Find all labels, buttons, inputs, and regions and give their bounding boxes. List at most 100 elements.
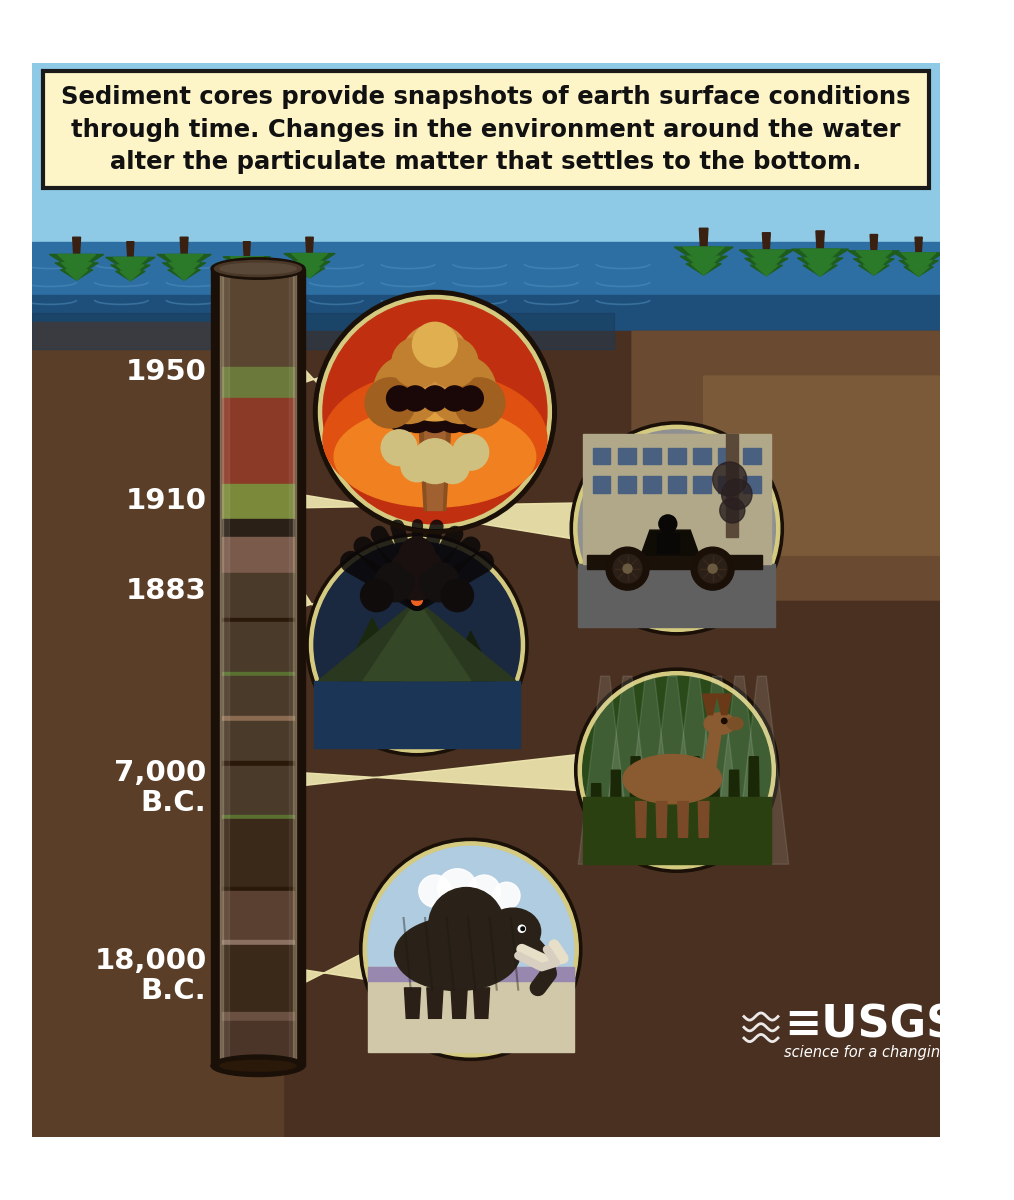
Polygon shape [222, 941, 294, 944]
Polygon shape [578, 676, 632, 864]
Polygon shape [232, 270, 261, 280]
Polygon shape [683, 247, 724, 266]
Polygon shape [755, 265, 778, 276]
Ellipse shape [220, 263, 296, 274]
Circle shape [401, 401, 433, 432]
Polygon shape [668, 676, 722, 864]
Polygon shape [405, 988, 421, 1019]
Polygon shape [856, 251, 891, 268]
Polygon shape [120, 271, 141, 281]
Polygon shape [31, 313, 614, 349]
Polygon shape [643, 448, 661, 464]
Polygon shape [704, 730, 722, 770]
Polygon shape [295, 262, 323, 275]
Circle shape [375, 563, 415, 601]
Polygon shape [870, 234, 877, 251]
Polygon shape [808, 265, 832, 276]
Polygon shape [739, 250, 794, 268]
Polygon shape [904, 260, 933, 274]
Polygon shape [294, 268, 324, 277]
Text: Sediment cores provide snapshots of earth surface conditions
through time. Chang: Sediment cores provide snapshots of eart… [61, 85, 911, 174]
Polygon shape [763, 233, 771, 250]
Polygon shape [73, 238, 80, 254]
Polygon shape [419, 421, 451, 510]
Polygon shape [31, 241, 940, 349]
Polygon shape [894, 253, 943, 269]
Polygon shape [222, 1012, 294, 1021]
Circle shape [450, 401, 483, 432]
Polygon shape [114, 257, 148, 274]
Ellipse shape [659, 515, 676, 533]
Ellipse shape [211, 258, 305, 280]
Polygon shape [578, 564, 776, 626]
Polygon shape [751, 258, 782, 272]
Circle shape [438, 869, 477, 908]
Polygon shape [289, 262, 330, 275]
Polygon shape [692, 264, 716, 275]
Polygon shape [222, 367, 294, 398]
Polygon shape [583, 434, 771, 564]
Polygon shape [127, 241, 134, 257]
Polygon shape [222, 269, 294, 367]
Polygon shape [636, 802, 646, 838]
Circle shape [722, 479, 752, 510]
Circle shape [720, 498, 745, 523]
Circle shape [575, 668, 779, 872]
Polygon shape [726, 434, 738, 538]
Polygon shape [305, 594, 343, 630]
Polygon shape [792, 250, 849, 268]
Circle shape [381, 430, 417, 466]
Polygon shape [31, 62, 940, 269]
Polygon shape [427, 988, 443, 1019]
Polygon shape [643, 476, 661, 492]
Polygon shape [668, 770, 681, 859]
Polygon shape [233, 264, 260, 276]
Polygon shape [169, 263, 200, 277]
Circle shape [419, 875, 451, 907]
Circle shape [360, 839, 582, 1061]
Circle shape [390, 546, 444, 600]
Polygon shape [854, 259, 894, 271]
Polygon shape [61, 270, 93, 280]
Polygon shape [368, 967, 574, 1052]
Polygon shape [211, 269, 305, 1066]
Ellipse shape [488, 913, 513, 944]
Polygon shape [368, 967, 574, 980]
Polygon shape [618, 448, 636, 464]
Polygon shape [592, 448, 610, 464]
Polygon shape [747, 757, 760, 859]
Polygon shape [222, 676, 294, 716]
Polygon shape [314, 680, 520, 748]
Polygon shape [222, 672, 294, 676]
Polygon shape [592, 476, 610, 492]
Circle shape [454, 378, 505, 428]
Polygon shape [718, 476, 736, 492]
Circle shape [401, 450, 433, 481]
Polygon shape [116, 271, 145, 281]
Circle shape [408, 592, 426, 608]
Polygon shape [222, 716, 294, 721]
Polygon shape [424, 421, 446, 510]
Polygon shape [609, 770, 623, 859]
Circle shape [713, 462, 746, 496]
Polygon shape [222, 944, 294, 1012]
Ellipse shape [727, 718, 743, 730]
Polygon shape [363, 600, 470, 680]
Polygon shape [230, 257, 264, 271]
Polygon shape [689, 757, 701, 859]
Polygon shape [222, 887, 294, 892]
Polygon shape [318, 600, 515, 680]
Polygon shape [693, 448, 711, 464]
Circle shape [521, 926, 524, 930]
Polygon shape [168, 270, 201, 280]
Polygon shape [797, 258, 843, 272]
Polygon shape [668, 476, 685, 492]
Circle shape [468, 875, 500, 907]
Polygon shape [299, 268, 320, 277]
Polygon shape [901, 253, 936, 269]
Polygon shape [222, 820, 294, 887]
Polygon shape [65, 270, 88, 280]
Polygon shape [222, 721, 294, 761]
Polygon shape [674, 247, 733, 266]
Text: 7,000
B.C.: 7,000 B.C. [115, 760, 207, 817]
